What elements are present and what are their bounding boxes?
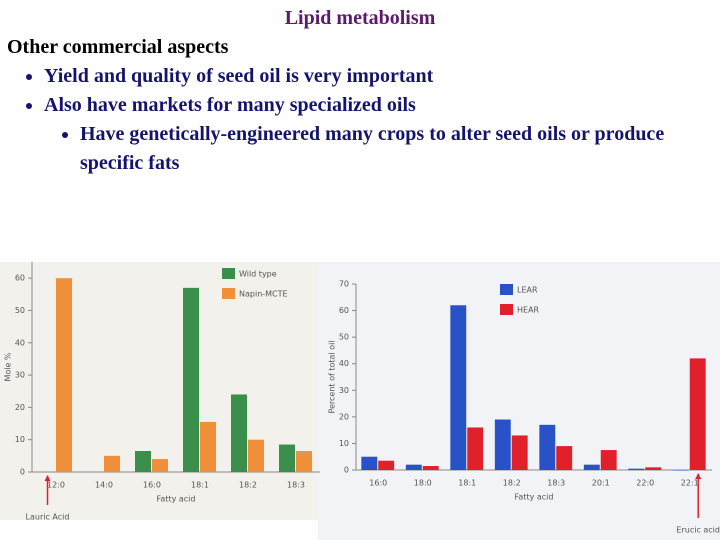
bar <box>183 287 199 472</box>
bar <box>494 419 511 470</box>
chart-bg <box>0 262 318 520</box>
bar <box>628 468 645 470</box>
legend-swatch <box>222 268 235 279</box>
x-tick-label: 22:0 <box>636 479 654 488</box>
bar <box>422 466 439 470</box>
x-tick-label: 18:2 <box>503 479 521 488</box>
y-tick-label: 60 <box>339 306 349 315</box>
legend-label: Wild type <box>239 270 277 279</box>
y-tick-label: 20 <box>339 412 349 421</box>
y-axis-label: Mole % <box>4 352 13 381</box>
legend-swatch <box>500 304 513 315</box>
x-tick-label: 18:0 <box>414 479 432 488</box>
x-tick-label: 16:0 <box>143 481 161 490</box>
legend-swatch <box>500 284 513 295</box>
y-tick-label: 30 <box>339 386 349 395</box>
annotation-arrowhead <box>695 473 702 479</box>
bar <box>689 358 706 470</box>
y-tick-label: 10 <box>339 439 349 448</box>
sub-bullet: Have genetically-engineered many crops t… <box>80 120 690 178</box>
bar <box>556 446 573 470</box>
bar <box>405 464 422 470</box>
bar <box>467 427 484 470</box>
x-tick-label: 18:3 <box>287 481 305 490</box>
bullet-list: Yield and quality of seed oil is very im… <box>0 62 720 120</box>
bar <box>231 394 247 472</box>
bar <box>361 456 378 470</box>
x-tick-label: 18:1 <box>191 481 209 490</box>
bar <box>672 470 689 471</box>
y-tick-label: 30 <box>15 371 25 380</box>
sub-wrap: Have genetically-engineered many crops t… <box>44 120 720 178</box>
bar <box>539 424 556 470</box>
bar <box>600 450 617 470</box>
y-tick-label: 50 <box>15 306 25 315</box>
heading: Other commercial aspects <box>7 36 229 58</box>
annotation: Lauric Acid <box>26 513 70 522</box>
x-axis-label: Fatty acid <box>515 493 554 502</box>
legend-label: HEAR <box>517 306 540 315</box>
x-axis-label: Fatty acid <box>157 495 196 504</box>
bar <box>200 421 216 472</box>
slide-title: Lipid metabolism <box>284 7 436 29</box>
bar <box>152 459 168 472</box>
bar <box>450 305 467 470</box>
y-tick-label: 0 <box>20 468 25 477</box>
y-tick-label: 40 <box>15 338 25 347</box>
x-tick-label: 20:1 <box>592 479 610 488</box>
legend-swatch <box>222 288 235 299</box>
legend-label: LEAR <box>517 286 538 295</box>
x-tick-label: 18:3 <box>547 479 565 488</box>
y-tick-label: 20 <box>15 403 25 412</box>
bar <box>645 467 662 470</box>
y-tick-label: 50 <box>339 333 349 342</box>
bullet: Also have markets for many specialized o… <box>44 91 720 120</box>
legend-label: Napin-MCTE <box>239 290 288 299</box>
sub-bullet-list: Have genetically-engineered many crops t… <box>44 120 690 178</box>
bar <box>56 278 72 472</box>
slide-text: Lipid metabolism Other commercial aspect… <box>0 0 720 178</box>
x-tick-label: 22:1 <box>681 479 699 488</box>
y-tick-label: 0 <box>344 466 349 475</box>
bar <box>279 444 295 472</box>
annotation-arrowhead <box>44 475 51 481</box>
y-tick-label: 40 <box>339 359 349 368</box>
x-tick-label: 16:0 <box>369 479 387 488</box>
x-tick-label: 14:0 <box>95 481 113 490</box>
bar <box>583 464 600 470</box>
annotation: Erucic acid <box>676 526 720 535</box>
bar <box>378 460 395 470</box>
y-tick-label: 70 <box>339 280 349 289</box>
bar <box>511 435 528 470</box>
bar <box>248 439 264 472</box>
x-tick-label: 18:2 <box>239 481 257 490</box>
y-tick-label: 60 <box>15 274 25 283</box>
bar <box>104 455 120 472</box>
bar <box>296 451 312 472</box>
y-tick-label: 10 <box>15 435 25 444</box>
sub-container: Have genetically-engineered many crops t… <box>0 120 720 178</box>
bullet: Yield and quality of seed oil is very im… <box>44 62 720 91</box>
x-tick-label: 18:1 <box>458 479 476 488</box>
y-axis-label: Percent of total oil <box>328 340 337 413</box>
x-tick-label: 12:0 <box>47 481 65 490</box>
chart-bg <box>318 262 720 540</box>
bar <box>135 451 151 472</box>
